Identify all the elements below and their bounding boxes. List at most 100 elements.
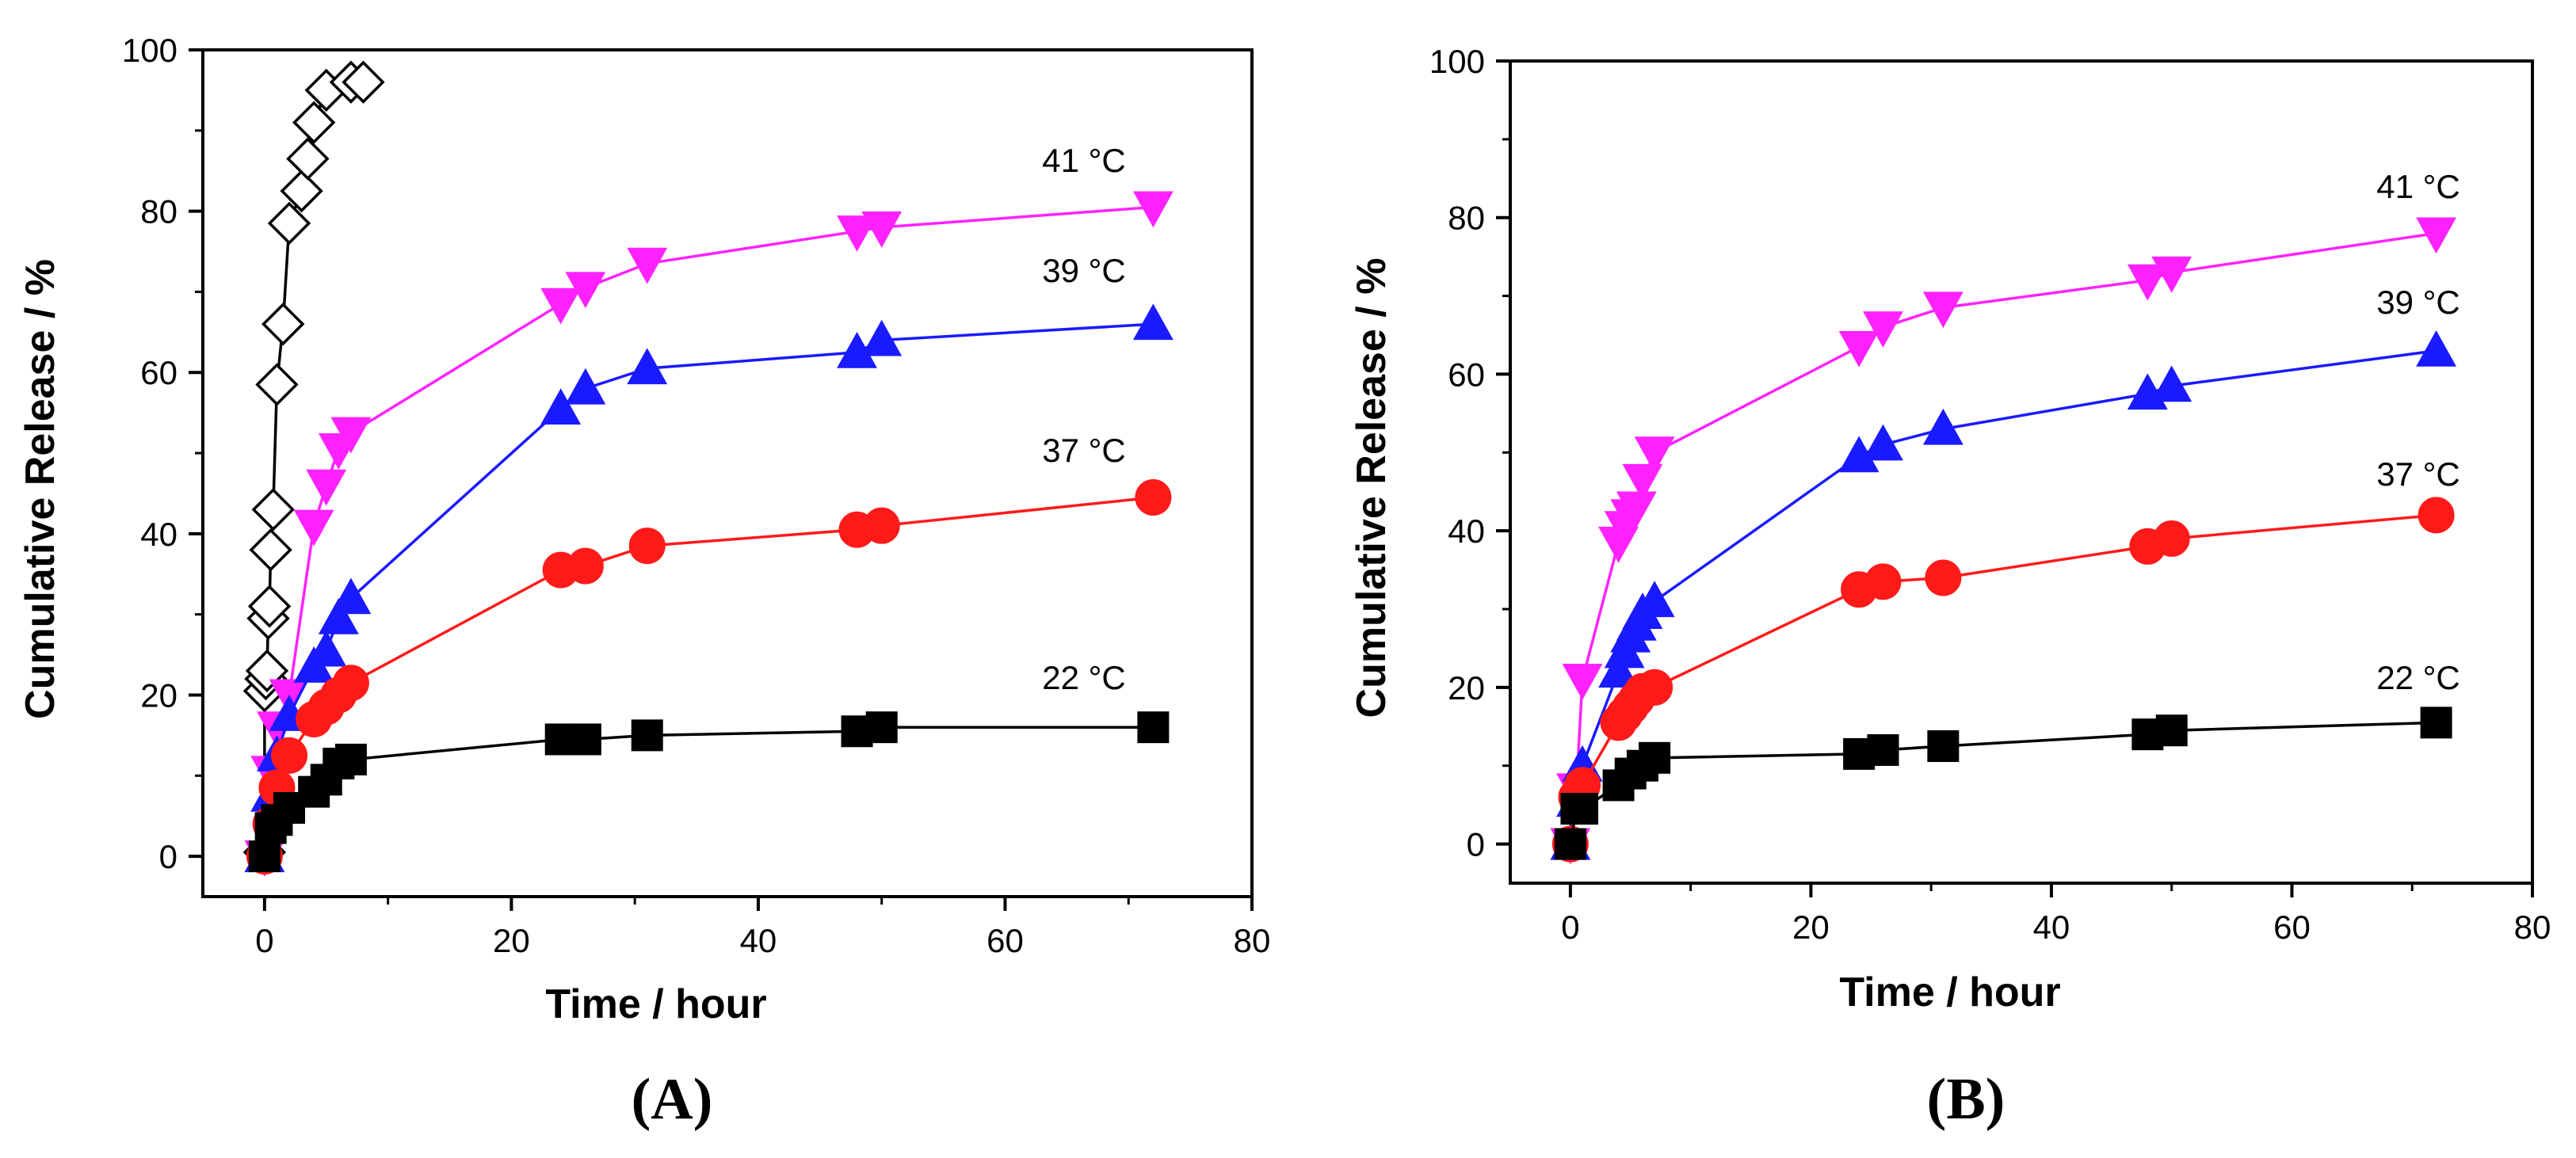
- chartB-y-tick-label: 100: [1429, 43, 1485, 80]
- chartB-point-39C: [1922, 408, 1963, 445]
- chartB-y-tick-label: 80: [1448, 200, 1485, 237]
- chartA-point-free: [292, 101, 336, 144]
- chartA-point-39C: [540, 388, 582, 425]
- chartA-x-axis-title: Time / hour: [545, 981, 766, 1027]
- chartB-series-label-41C: 41 °C: [2376, 168, 2460, 205]
- chartA-x-tick-label: 60: [987, 922, 1024, 959]
- chartB-point-41C: [1922, 291, 1963, 329]
- chartA-point-41C: [1132, 191, 1174, 228]
- chartA-y-tick-label: 100: [122, 32, 177, 69]
- chartB-series-line-41C: [1569, 231, 2437, 844]
- chartA-point-free: [255, 363, 299, 406]
- chartB-point-41C: [1562, 663, 1603, 700]
- chartA-point-free: [342, 60, 385, 104]
- chartB-point-37C: [1864, 563, 1902, 600]
- chartB-x-tick-label: 80: [2514, 908, 2551, 946]
- chartB-point-22C: [1867, 733, 1899, 766]
- chartA-point-41C: [540, 288, 582, 325]
- chartB-y-tick-label: 40: [1448, 512, 1485, 550]
- chartB-point-22C: [1567, 793, 1599, 825]
- chartA-point-22C: [334, 743, 367, 775]
- chartB-point-22C: [1554, 828, 1586, 860]
- chartB-x-tick-label: 20: [1792, 908, 1830, 946]
- chartB-point-39C: [1863, 424, 1903, 461]
- chartA-point-37C: [567, 547, 604, 585]
- chartA-y-tick-label: 0: [159, 838, 177, 875]
- chartA-point-22C: [273, 792, 306, 825]
- chartA-series-label-41C: 41 °C: [1042, 142, 1126, 179]
- chartA-point-39C: [306, 630, 347, 667]
- chartB-point-37C: [2153, 520, 2190, 558]
- chartB-series-line-37C: [1569, 513, 2437, 844]
- chartB-point-37C: [1925, 559, 1962, 596]
- chartB-x-axis-title: Time / hour: [1839, 969, 2060, 1015]
- chartA-point-free: [247, 585, 292, 628]
- chartA-point-free: [267, 201, 311, 246]
- chartB-point-39C: [2416, 329, 2457, 367]
- chartB-point-41C: [1838, 330, 1880, 368]
- chartA-series-line-37C: [263, 496, 1154, 857]
- chartA-x-tick-label: 80: [1234, 922, 1271, 959]
- chartB-series-label-37C: 37 °C: [2376, 455, 2460, 493]
- chartA-point-41C: [306, 469, 347, 506]
- chartA-y-axis-title: Cumulative Release / %: [17, 259, 63, 719]
- chartA-point-39C: [861, 319, 903, 356]
- chartB-point-39C: [2151, 365, 2192, 402]
- chartA-panel: 0 20 40 60 80 0 20 40 60 80 100 Time / hour Cumulati…: [17, 32, 1270, 1132]
- chartB-point-37C: [1636, 669, 1673, 706]
- chartA-point-39C: [318, 597, 359, 634]
- chartB-series-39C: 39 °C: [1550, 284, 2460, 860]
- chartA-series-label-37C: 37 °C: [1042, 432, 1126, 469]
- chartB-plot-frame: [1509, 59, 2534, 885]
- chartA-series-22C: 22 °C: [248, 659, 1170, 873]
- chartA-point-41C: [565, 272, 606, 309]
- chartA-point-39C: [565, 368, 606, 405]
- chartB-point-22C: [2155, 714, 2188, 747]
- chartA-point-22C: [248, 840, 280, 873]
- chartB-panel-label: (B): [1927, 1067, 2005, 1132]
- chartB-x-tick-label: 40: [2033, 908, 2070, 946]
- chartB-y-axis-title: Cumulative Release / %: [1349, 258, 1395, 718]
- chartA-point-41C: [837, 215, 878, 252]
- chartA-point-37C: [1135, 479, 1172, 516]
- chartA-point-37C: [863, 507, 900, 544]
- chartA-point-free: [251, 488, 295, 531]
- chartB-series-22C: 22 °C: [1554, 659, 2460, 860]
- chartB-y-tick-label: 0: [1467, 826, 1485, 863]
- chartB-point-41C: [1616, 491, 1657, 528]
- chartA-point-22C: [569, 723, 601, 756]
- chartA-y-tick-label: 80: [140, 193, 177, 230]
- chartB-x-tick-label: 60: [2273, 908, 2311, 946]
- chartB-point-41C: [2416, 217, 2457, 254]
- chartA-point-39C: [1132, 303, 1174, 341]
- chartA-series-41C: 41 °C: [244, 142, 1174, 877]
- chartB-x-tick-label: 0: [1561, 908, 1579, 946]
- chartB-y-tick-label: 20: [1448, 669, 1485, 707]
- chartB-point-41C: [1622, 463, 1663, 501]
- chartB-series-line-39C: [1569, 349, 2437, 844]
- chartA-point-22C: [1137, 711, 1170, 744]
- chartB-y-tick-label: 60: [1448, 356, 1485, 393]
- chartB-series-label-22C: 22 °C: [2376, 659, 2460, 696]
- chartB-series-line-22C: [1569, 721, 2437, 844]
- chartA-point-free: [261, 302, 305, 346]
- chartB-point-22C: [2420, 707, 2452, 739]
- chartA-series-37C: 37 °C: [246, 432, 1172, 875]
- chartB-point-37C: [2418, 497, 2455, 534]
- chartA-point-free: [249, 528, 292, 572]
- chartB-point-41C: [2127, 264, 2168, 301]
- chartA-point-41C: [293, 509, 334, 547]
- chartA-series-39C: 39 °C: [244, 252, 1174, 873]
- chartA-point-free: [286, 137, 330, 181]
- chartA-point-22C: [631, 719, 663, 752]
- chartA-point-41C: [330, 417, 372, 454]
- chartA-point-22C: [865, 711, 898, 744]
- chartA-series-line-41C: [263, 205, 1154, 857]
- chartB-point-41C: [1634, 436, 1675, 474]
- chartA-point-37C: [271, 737, 308, 774]
- chartA-y-tick-label: 20: [140, 676, 177, 714]
- chartA-series-label-39C: 39 °C: [1042, 252, 1126, 289]
- chartA-point-39C: [627, 348, 668, 385]
- chartA-series-label-22C: 22 °C: [1042, 659, 1126, 696]
